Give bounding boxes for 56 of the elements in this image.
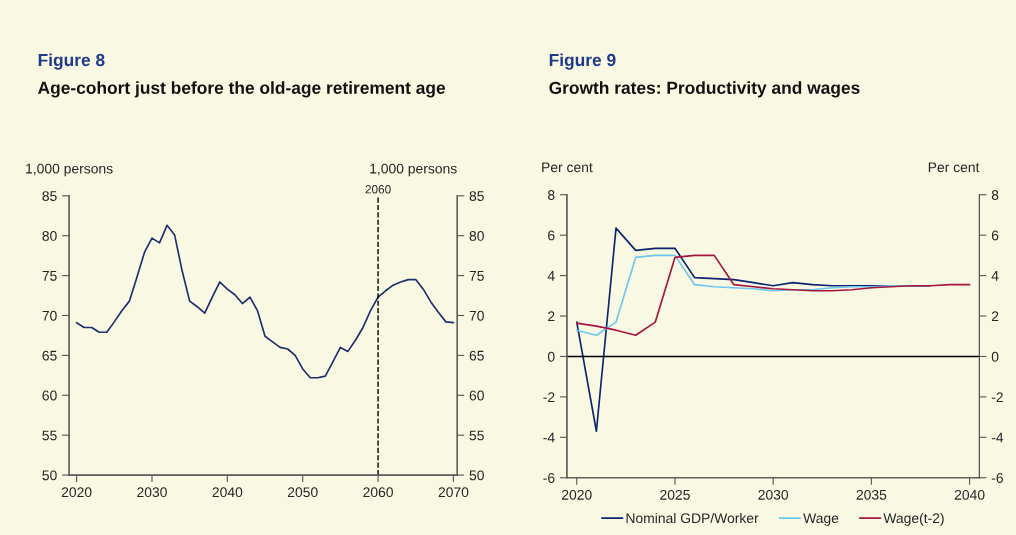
y2-axis-title: Per cent [928,162,980,173]
y2-tick-label: 70 [469,310,484,321]
y2-tick-label: 60 [469,390,484,401]
y2-tick-label: 65 [469,350,484,361]
x-tick-label: 2070 [438,487,469,498]
y2-tick-label: 85 [469,191,484,201]
y-tick-label: -6 [543,473,555,483]
x-tick-label: 2035 [856,489,887,500]
chart-subtitle: Age-cohort just before the old-age retirement age [38,81,446,98]
y-tick-label: 80 [42,231,57,241]
y2-tick-label: 0 [991,351,999,362]
x-tick-label: 2040 [954,489,985,500]
y-tick-label: 75 [42,271,57,281]
y2-axis-title: 1,000 persons [370,163,457,177]
x-tick-label: 2020 [61,487,92,498]
x-tick-label: 2020 [562,489,592,500]
y-tick-label: 60 [42,390,57,401]
x-tick-label: 2050 [287,487,318,498]
line-series [75,224,455,379]
y2-tick-label: 4 [991,271,999,281]
y2-tick-label: -4 [991,432,1004,443]
chart-title: Figure 9 [549,53,616,70]
y-tick-label: 6 [548,230,555,241]
legend-label: Wage(t-2) [883,512,944,526]
y-tick-label: 85 [42,191,57,201]
y-axis-title: 1,000 persons [26,163,113,177]
y-tick-label: 4 [547,271,555,281]
y-axis-title: Per cent [542,162,593,173]
x-tick-label: 2025 [660,489,690,500]
y2-tick-label: -6 [991,473,1003,483]
y2-tick-label: 6 [991,230,999,241]
y-tick-label: -4 [543,432,555,443]
x-tick-label: 2030 [758,489,789,500]
y2-tick-label: 2 [991,311,999,322]
y-tick-label: 50 [42,470,57,481]
x-tick-label: 2030 [137,487,167,498]
y2-tick-label: 75 [469,271,484,281]
y-tick-label: -2 [543,392,555,402]
chart-subtitle: Growth rates: Productivity and wages [549,81,860,98]
y-tick-label: 55 [42,430,57,441]
y2-tick-label: 50 [469,470,484,481]
y2-tick-label: -2 [991,392,1003,402]
chart-title: Figure 8 [38,53,105,70]
y2-tick-label: 80 [469,231,484,241]
legend-label: Wage [803,513,839,526]
legend-label: Nominal GDP/Worker [626,512,759,524]
y-tick-label: 70 [42,310,57,321]
y2-tick-label: 8 [991,190,999,200]
x-tick-label: 2060 [363,487,393,498]
y-tick-label: 8 [548,190,555,200]
ref-line-label: 2060 [365,185,391,194]
y-tick-label: 2 [548,311,555,322]
x-tick-label: 2040 [212,487,243,498]
y-tick-label: 0 [547,351,555,362]
y2-tick-label: 55 [469,430,484,441]
y-tick-label: 65 [42,350,57,361]
